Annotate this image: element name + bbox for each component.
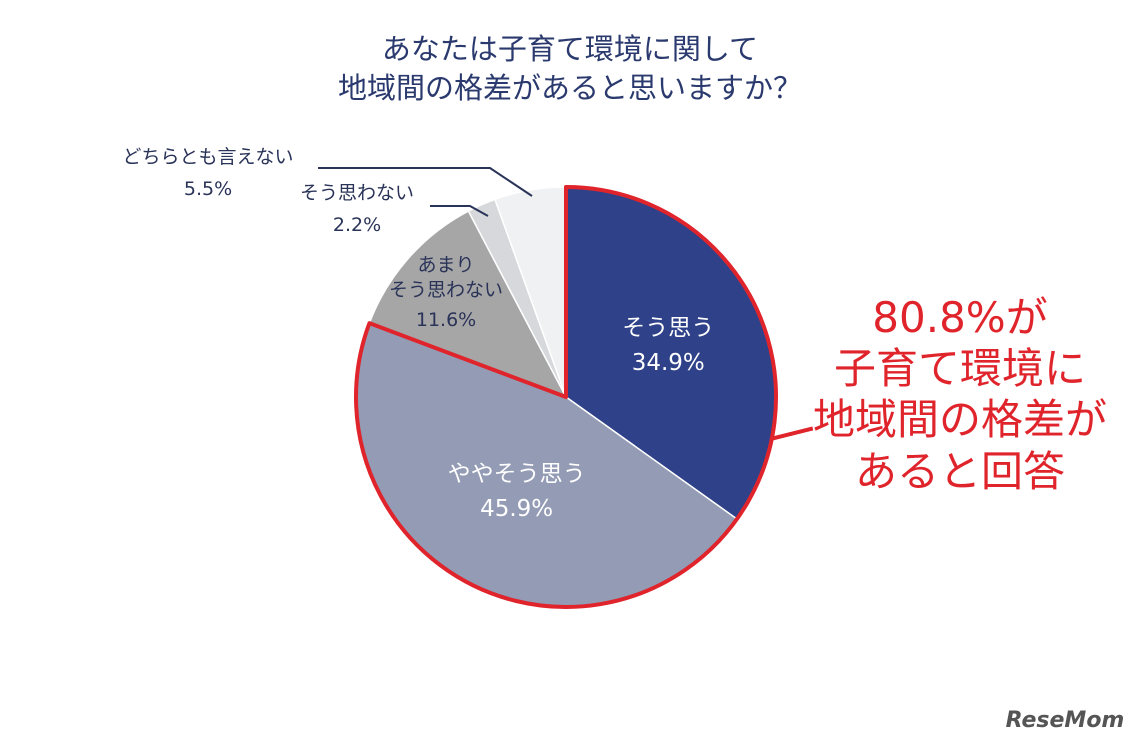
highlight-connector	[772, 426, 814, 441]
value-label: 11.6%	[415, 308, 477, 331]
category-label: そう思う	[622, 315, 715, 342]
leader-line	[430, 205, 489, 217]
watermark: ReseMom	[1005, 708, 1125, 733]
category-label: あまり そう思わない	[389, 253, 504, 302]
category-label: ややそう思う	[447, 460, 586, 487]
annotation: 80.8%が 子育て環境に 地域間の格差が あると回答	[812, 293, 1107, 496]
value-label: 5.5%	[183, 177, 233, 200]
category-label: そう思わない	[299, 182, 414, 205]
highlight-outline	[354, 185, 778, 609]
value-label: 34.9%	[631, 350, 705, 377]
category-label: どちらとも言えない	[122, 146, 294, 169]
value-label: 2.2%	[332, 213, 382, 236]
leader-line	[318, 167, 533, 197]
pie-slice	[368, 210, 568, 399]
chart-title: あなたは子育て環境に関して 地域間の格差があると思いますか？	[337, 32, 802, 106]
value-label: 45.9%	[480, 495, 554, 522]
